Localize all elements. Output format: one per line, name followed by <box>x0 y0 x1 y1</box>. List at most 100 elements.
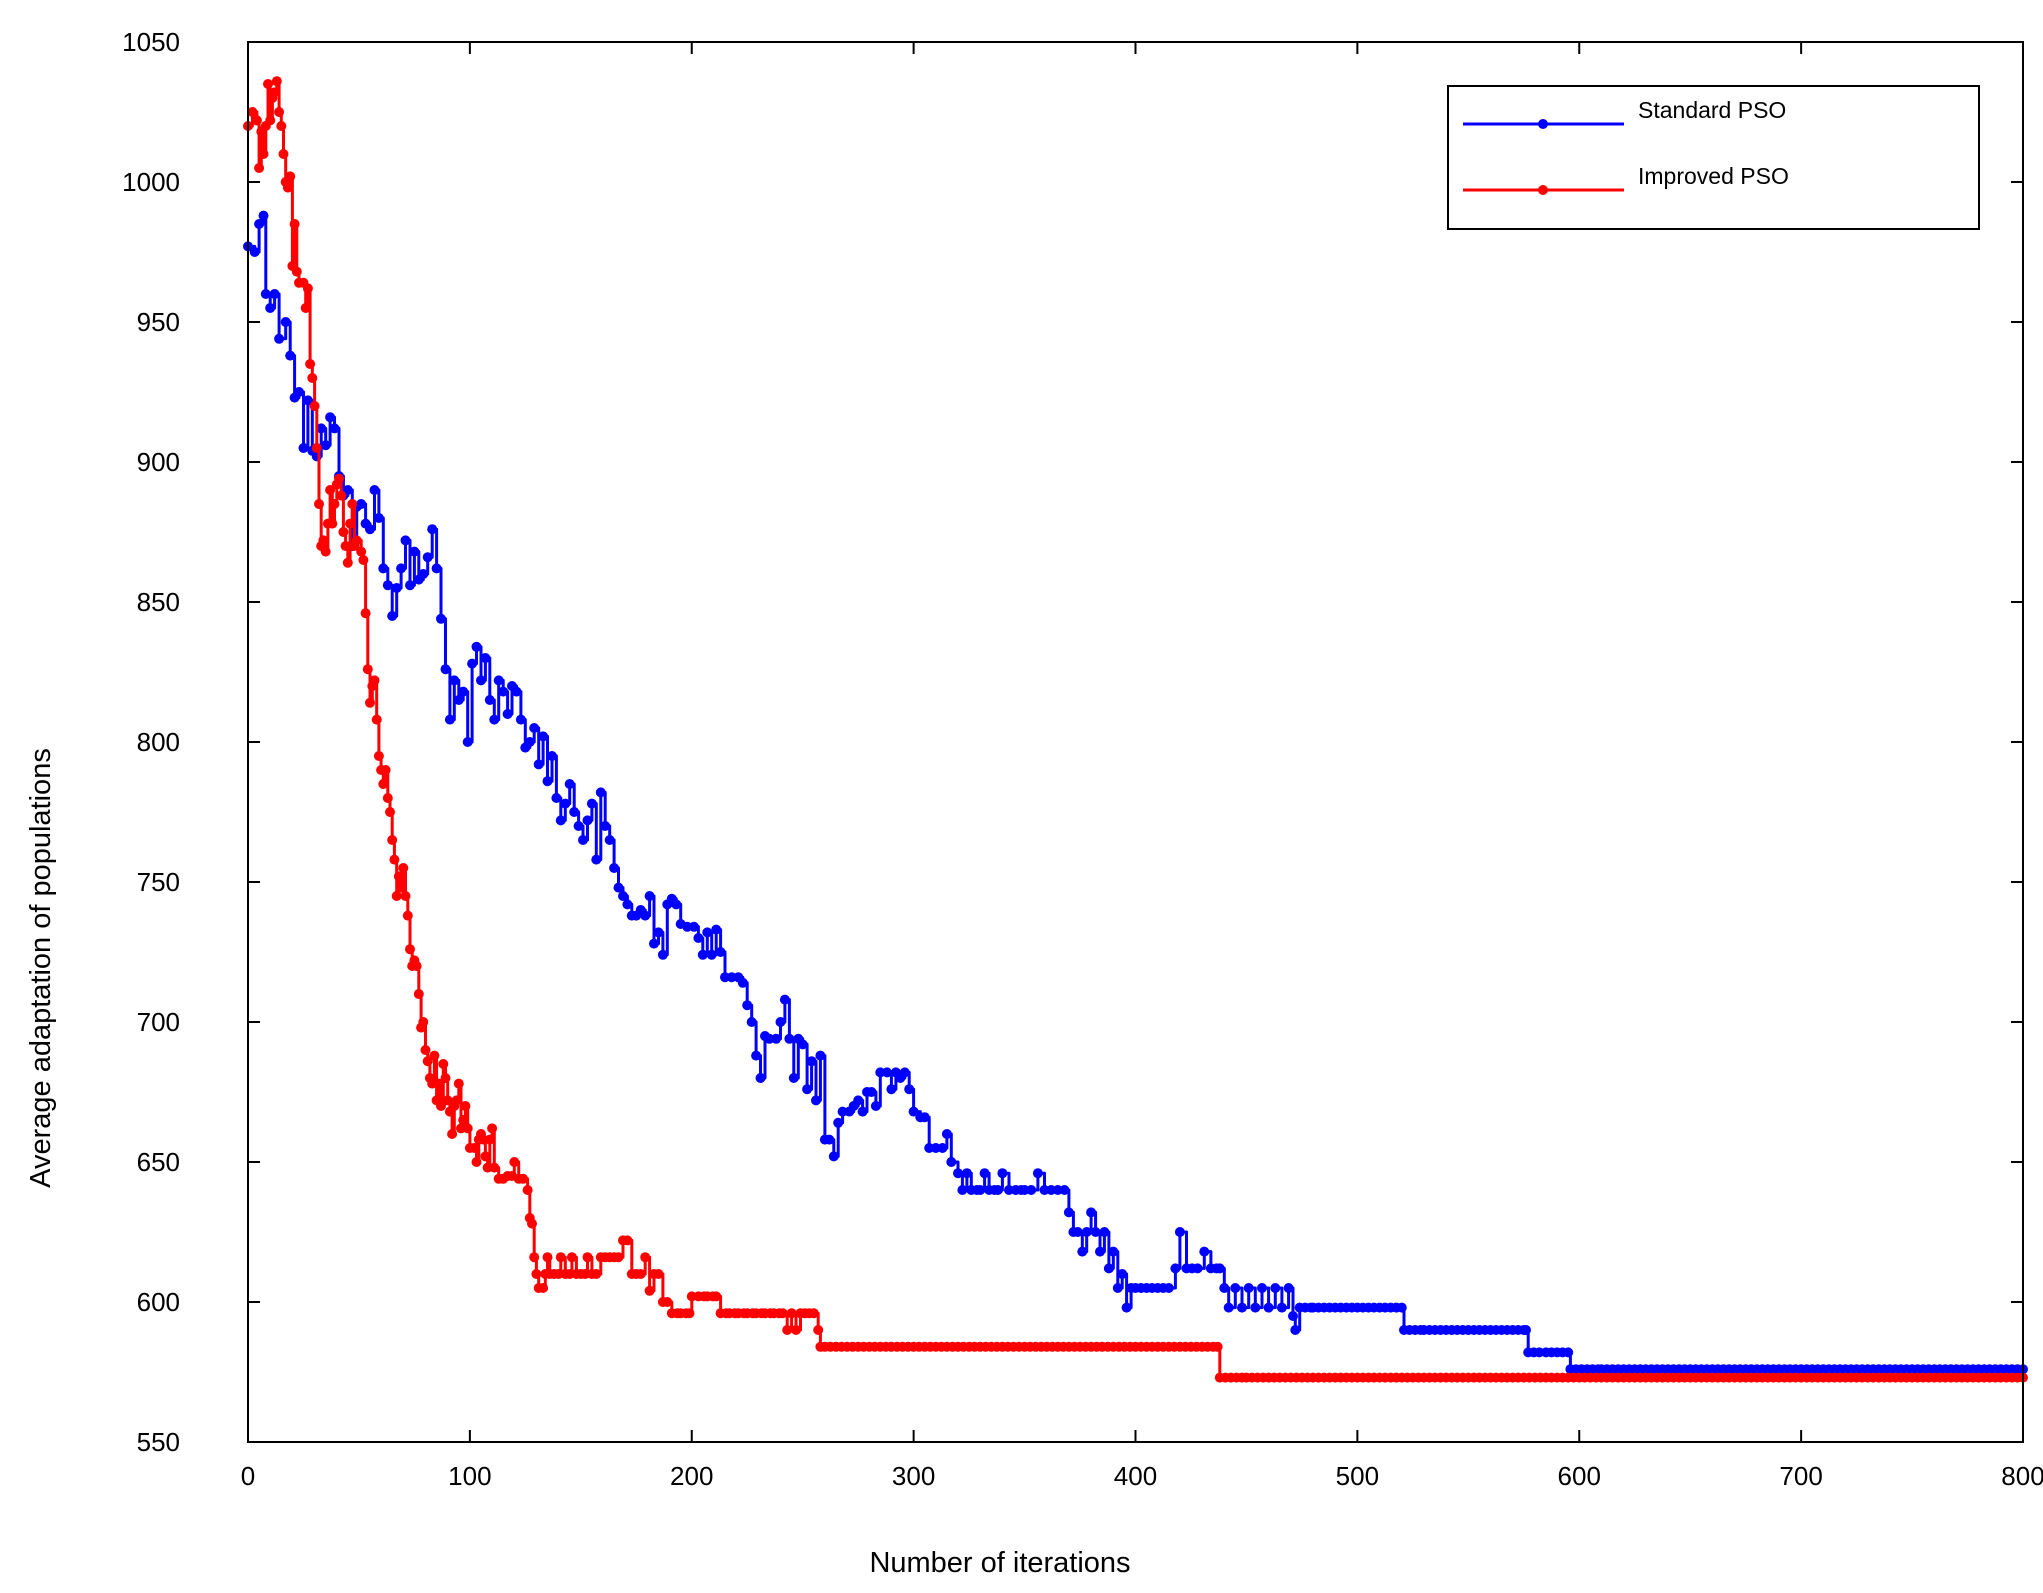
data-point <box>320 440 331 451</box>
data-point <box>356 499 367 509</box>
data-point <box>527 1218 537 1229</box>
data-point <box>471 1157 482 1167</box>
data-point <box>302 283 313 294</box>
data-point <box>509 1157 520 1167</box>
data-point <box>662 1297 673 1307</box>
data-point <box>431 563 442 574</box>
data-point <box>961 1168 972 1179</box>
data-point <box>467 658 478 669</box>
data-point <box>578 835 588 845</box>
data-point <box>957 1185 968 1195</box>
data-point <box>808 1308 819 1319</box>
data-point <box>937 1143 948 1153</box>
data-point <box>737 977 748 988</box>
data-point <box>566 1252 577 1263</box>
data-point <box>300 303 311 313</box>
data-point <box>422 552 433 563</box>
data-point <box>560 798 571 809</box>
data-point <box>919 1112 930 1123</box>
data-point <box>285 350 296 361</box>
data-point <box>393 871 404 882</box>
data-point <box>294 387 304 397</box>
y-tick-label: 700 <box>137 1007 180 1037</box>
data-point <box>779 994 790 1005</box>
data-point <box>853 1095 864 1106</box>
data-point <box>1095 1246 1105 1257</box>
data-point <box>644 1285 655 1296</box>
data-point <box>402 910 413 921</box>
y-tick-label: 1000 <box>122 167 180 197</box>
data-point <box>547 751 557 761</box>
axis-ticks: 0 100 200 300 400 500 600 700 800 550 600 650 700 750… <box>122 27 2043 1491</box>
data-point <box>385 807 395 817</box>
y-tick-label: 800 <box>137 727 180 757</box>
x-tick-label: 400 <box>1114 1461 1157 1491</box>
data-point <box>697 949 708 960</box>
data-point <box>329 423 340 434</box>
data-point <box>569 807 580 817</box>
data-point <box>586 798 597 809</box>
data-point <box>378 779 389 789</box>
data-point <box>405 580 415 591</box>
data-point <box>1270 1283 1281 1293</box>
data-point <box>436 1101 446 1111</box>
data-point <box>480 653 491 663</box>
data-point <box>640 910 651 921</box>
data-point <box>618 891 628 901</box>
data-point <box>274 333 285 344</box>
data-point <box>886 1084 897 1095</box>
data-point <box>904 1084 915 1095</box>
data-point <box>533 759 544 770</box>
data-point <box>542 1252 553 1263</box>
data-point <box>1026 1185 1037 1195</box>
data-point <box>511 686 522 697</box>
data-point <box>318 535 329 546</box>
data-point <box>706 949 717 960</box>
data-point <box>498 686 509 697</box>
data-point <box>254 163 265 173</box>
data-point <box>515 714 526 725</box>
y-tick-label: 1050 <box>122 27 180 57</box>
data-point <box>351 535 362 546</box>
data-point <box>824 1134 835 1145</box>
data-point <box>671 899 682 910</box>
data-point <box>1288 1311 1298 1321</box>
data-point <box>777 1308 788 1319</box>
data-point <box>460 1101 471 1111</box>
data-point <box>325 485 336 495</box>
data-point <box>396 882 407 893</box>
data-point <box>258 210 269 221</box>
x-tick-label: 300 <box>892 1461 935 1491</box>
data-point <box>657 949 668 960</box>
data-point <box>1230 1283 1241 1293</box>
data-point <box>1192 1263 1203 1274</box>
data-point <box>458 1115 469 1125</box>
data-point <box>285 171 296 182</box>
data-point <box>387 611 398 621</box>
x-tick-label: 800 <box>2001 1461 2043 1491</box>
data-point <box>609 863 620 873</box>
data-point <box>653 1269 664 1279</box>
y-tick-label: 550 <box>137 1427 180 1457</box>
data-point <box>271 76 282 87</box>
data-point <box>409 546 420 557</box>
data-point <box>522 1185 533 1195</box>
data-point <box>453 1078 464 1089</box>
data-point <box>997 1168 1008 1179</box>
data-point <box>369 675 380 686</box>
data-point <box>518 1173 529 1184</box>
data-point <box>1199 1246 1210 1257</box>
data-point <box>1521 1325 1531 1335</box>
data-point <box>365 524 375 535</box>
data-point <box>551 793 562 803</box>
data-point <box>289 219 300 229</box>
x-tick-label: 100 <box>448 1461 491 1491</box>
y-tick-label: 650 <box>137 1147 180 1177</box>
data-point <box>487 1123 498 1134</box>
data-point <box>582 815 593 826</box>
data-point <box>1219 1283 1230 1293</box>
data-point <box>291 266 302 277</box>
x-tick-label: 500 <box>1336 1461 1379 1491</box>
data-point <box>378 563 389 574</box>
data-point <box>311 443 322 453</box>
